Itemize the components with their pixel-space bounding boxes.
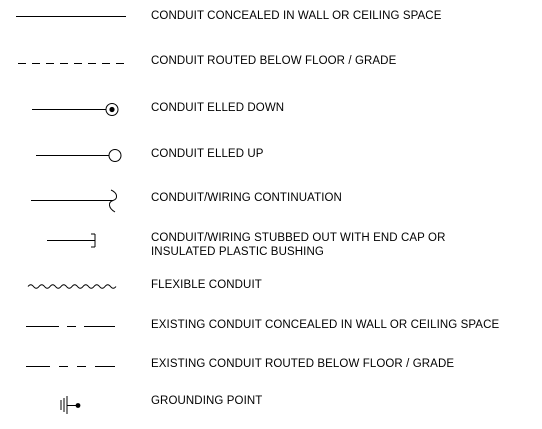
legend-label-conduit-stubbed-out: CONDUIT/WIRING STUBBED OUT WITH END CAP …	[151, 232, 446, 244]
grounding-point-symbol	[60, 396, 81, 414]
conduit-elled-up-symbol	[36, 149, 122, 162]
conduit-continuation-symbol	[31, 189, 117, 213]
legend-label-conduit-elled-up: CONDUIT ELLED UP	[151, 148, 264, 160]
legend-label-existing-conduit-concealed: EXISTING CONDUIT CONCEALED IN WALL OR CE…	[151, 319, 500, 331]
legend-label-conduit-elled-down: CONDUIT ELLED DOWN	[151, 102, 285, 114]
legend-label-grounding-point: GROUNDING POINT	[151, 395, 263, 407]
legend-label-conduit-continuation: CONDUIT/WIRING CONTINUATION	[151, 192, 342, 204]
conduit-elled-down-symbol	[32, 103, 119, 116]
legend-label-conduit-below-floor: CONDUIT ROUTED BELOW FLOOR / GRADE	[151, 55, 397, 67]
legend-label-conduit-concealed: CONDUIT CONCEALED IN WALL OR CEILING SPA…	[151, 10, 442, 22]
conduit-stubbed-out-symbol	[47, 233, 96, 248]
legend-label-existing-conduit-below-floor: EXISTING CONDUIT ROUTED BELOW FLOOR / GR…	[151, 358, 455, 370]
legend-label-flexible-conduit: FLEXIBLE CONDUIT	[151, 279, 262, 291]
flexible-conduit-symbol	[27, 284, 117, 289]
legend-label-conduit-stubbed-out-line-2: INSULATED PLASTIC BUSHING	[151, 246, 324, 258]
